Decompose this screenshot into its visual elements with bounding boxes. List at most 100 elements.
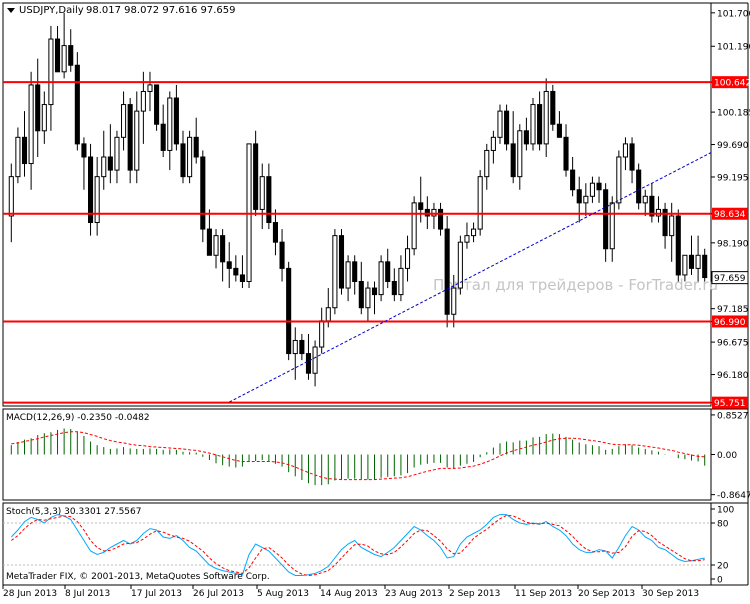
candle-bearish [206,228,212,256]
level-price-label: 95.751 [714,399,746,409]
price-tick-label: 99.195 [717,173,749,183]
date-tick-label: 11 Sep 2013 [515,589,572,599]
macd-panel [2,408,712,501]
candle-bullish [167,97,173,151]
candle-bullish [134,110,140,171]
level-price-box [712,207,748,220]
price-tick-label: 97.185 [717,305,749,315]
stoch-tick-label: 20 [717,562,729,572]
candle-bearish [563,136,569,171]
candle-bearish [173,97,179,145]
candle-bearish [438,208,444,230]
candle-bearish [510,143,516,178]
candle-bearish [596,182,602,191]
macd-tick-label: -0.8647 [717,491,750,501]
candle-bullish [530,104,536,145]
candle-bearish [200,156,206,230]
candle-bullish [8,176,14,217]
candle-bearish [154,84,160,125]
candle-bullish [246,143,252,282]
candle-bullish [147,84,153,92]
price-tick-label: 101.190 [717,43,750,53]
candle-bullish [609,202,615,250]
candle-bearish [444,228,450,315]
candle-bullish [484,149,490,178]
candle-bullish [464,235,470,243]
candle-bullish [101,156,107,178]
candle-bearish [636,169,642,204]
candle-bullish [312,346,318,374]
candle-bearish [424,208,430,217]
candle-bearish [338,235,345,289]
level-price-label: 98.634 [714,210,746,220]
candle-bearish [675,215,681,276]
date-tick-label: 26 Jul 2013 [193,589,244,599]
candle-bearish [299,339,305,355]
candle-bearish [74,64,80,145]
symbol-title: USDJPY,Daily [19,5,84,16]
candle-bullish [325,307,331,322]
level-price-box [712,76,748,89]
date-tick-label: 8 Jul 2013 [65,589,110,599]
candle-bearish [180,143,186,178]
candle-bearish [107,156,113,171]
candle-bearish [662,208,668,237]
stoch-tick-label: 0 [717,576,723,586]
level-price-box [712,396,748,409]
candle-bearish [537,104,543,145]
candle-bearish [160,123,166,151]
candle-bullish [477,176,483,230]
candle-bullish [41,104,47,132]
candle-bearish [358,280,364,309]
candle-bullish [378,261,384,296]
macd-label: MACD(12,26,9) -0.2350 -0.0482 [6,413,150,423]
candle-bearish [54,38,61,73]
symbol-dropdown-icon [7,8,15,13]
candle-bearish [550,90,556,125]
candle-bullish [345,261,351,289]
level-price-label: 100.642 [714,79,750,89]
candle-bearish [127,104,133,171]
candle-bearish [88,156,94,224]
date-tick-label: 2 Sep 2013 [449,589,500,599]
macd-signal-line [11,431,705,481]
candle-bearish [391,280,397,296]
candle-bearish [629,143,635,171]
current-price-label: 97.659 [714,274,746,284]
main-chart-panel [2,2,712,407]
candle-bearish [68,45,74,66]
price-tick-label: 101.700 [717,9,750,19]
level-price-box [712,315,748,328]
copyright-text: MetaTrader FIX, © 2001-2013, MetaQuotes … [6,572,270,582]
candle-bearish [649,195,655,217]
candle-bearish [702,254,708,279]
candle-bullish [398,267,404,296]
candle-bullish [114,136,120,171]
date-tick-label: 28 Jun 2013 [3,589,57,599]
candle-bearish [603,189,609,250]
candle-bullish [121,104,127,138]
candle-bearish [556,123,562,138]
candle-bearish [272,222,279,243]
candle-bullish [669,215,675,237]
candle-bullish [94,176,100,224]
price-tick-label: 98.190 [717,239,749,249]
candle-bearish [286,267,292,355]
candle-bearish [193,136,199,158]
candle-bullish [365,287,371,309]
candle-bearish [688,254,695,269]
candle-bearish [352,261,358,282]
stochastic-panel [2,502,712,586]
candle-bullish [589,182,595,197]
watermark-text: Портал для трейдеров - ForTrader.ru [433,276,718,294]
candle-bearish [226,261,232,269]
candle-bullish [490,136,496,151]
candle-bullish [682,254,688,276]
candle-bullish [15,136,21,178]
candle-bearish [385,261,391,282]
candle-bullish [457,241,463,289]
date-tick-label: 17 Jul 2013 [131,589,182,599]
candle-bullish [497,110,503,138]
